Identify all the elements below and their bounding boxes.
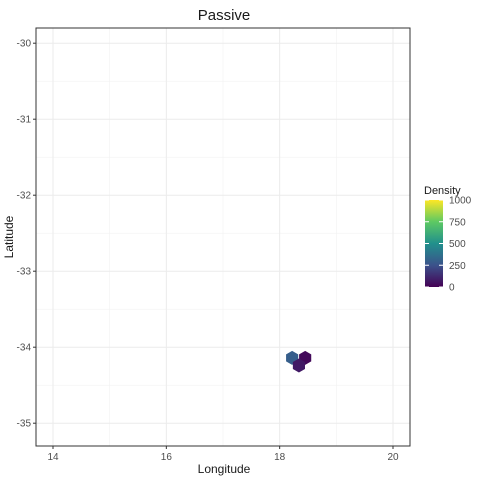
legend-ticks: 1000 750 500 250 0 — [425, 196, 472, 294]
chart-title: Passive — [198, 7, 251, 24]
y-tick-label: -30 — [17, 39, 32, 50]
legend-title: Density — [424, 185, 461, 197]
x-tick-label: 14 — [47, 452, 59, 463]
hexbin-cell — [292, 358, 305, 373]
legend-tick-label: 0 — [449, 283, 455, 294]
legend: Density 1000 750 500 250 0 — [424, 185, 472, 294]
y-axis-label: Latitude — [2, 215, 16, 258]
x-tick-label: 16 — [161, 452, 173, 463]
x-tick-label: 18 — [274, 452, 286, 463]
legend-tick-label: 750 — [449, 217, 466, 228]
y-tick-label: -33 — [17, 267, 32, 278]
x-axis-label: Longitude — [198, 462, 251, 476]
x-tick-label: 20 — [387, 452, 399, 463]
y-tick-label: -35 — [17, 419, 32, 430]
grid — [36, 28, 410, 446]
x-axis: 14 16 18 20 — [47, 446, 399, 463]
plot-border — [35, 27, 411, 447]
hexbin-layer — [286, 350, 312, 373]
legend-tick-label: 500 — [449, 239, 466, 250]
y-tick-label: -32 — [17, 191, 32, 202]
y-tick-label: -34 — [17, 343, 32, 354]
y-axis: -30 -31 -32 -33 -34 -35 — [17, 39, 36, 430]
legend-tick-label: 1000 — [449, 196, 472, 207]
legend-tick-label: 250 — [449, 261, 466, 272]
legend-colorbar — [425, 200, 443, 287]
y-tick-label: -31 — [17, 115, 32, 126]
